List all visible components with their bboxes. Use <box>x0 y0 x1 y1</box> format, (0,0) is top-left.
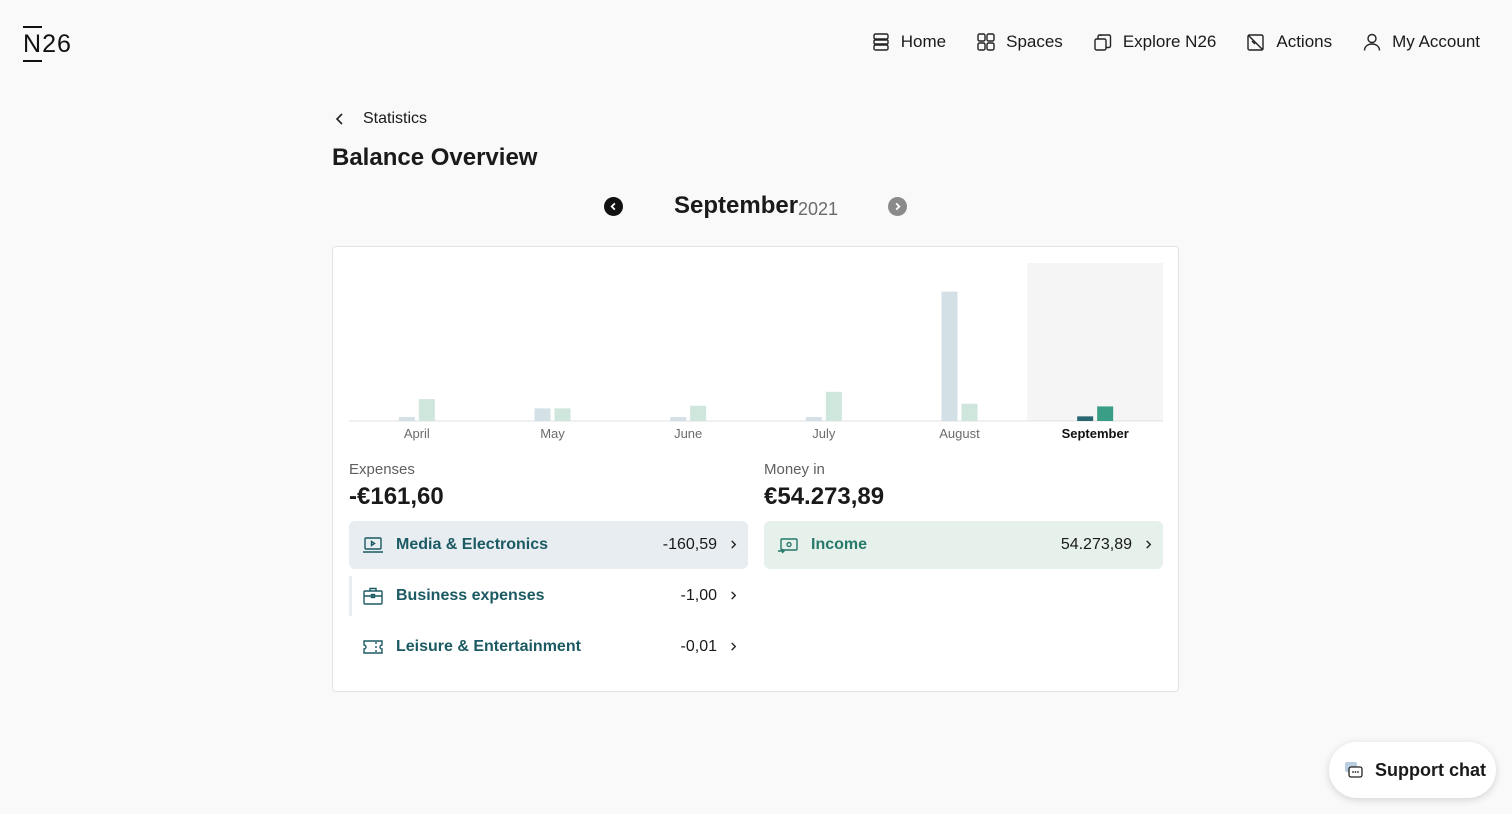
nav-explore-label: Explore N26 <box>1122 32 1217 51</box>
category-row-media-electronics[interactable]: Media & Electronics -160,59 <box>349 521 748 569</box>
income-total: €54.273,89 <box>764 483 885 510</box>
actions-icon <box>1247 34 1265 51</box>
ticket-icon <box>361 635 385 659</box>
income-bar-september[interactable] <box>1097 406 1114 421</box>
current-month: September <box>674 192 799 219</box>
previous-month-button[interactable] <box>604 197 623 216</box>
nav-actions-label: Actions <box>1276 32 1333 51</box>
nav-explore[interactable]: Explore N26 <box>1093 28 1217 56</box>
month-tick-june[interactable]: June <box>674 426 702 441</box>
chevron-right-icon <box>729 587 738 605</box>
nav-spaces-label: Spaces <box>1006 32 1063 51</box>
expense-categories: Media & Electronics -160,59 Business exp… <box>349 521 748 674</box>
category-amount: -160,59 <box>662 536 717 553</box>
nav-home[interactable]: Home <box>871 28 946 56</box>
income-bar-april[interactable] <box>418 399 435 421</box>
balance-card: April May June July August September Expenses… <box>332 246 1179 692</box>
nav-account-label: My Account <box>1392 32 1480 51</box>
nav-spaces[interactable]: Spaces <box>976 28 1063 56</box>
category-amount: 54.273,89 <box>1060 536 1132 553</box>
income-bar-july[interactable] <box>825 391 842 421</box>
chevron-right-icon <box>1144 536 1153 554</box>
expense-bar-august[interactable] <box>941 291 958 421</box>
month-tick-april[interactable]: April <box>404 426 430 441</box>
chevron-left-icon <box>610 202 616 211</box>
user-icon <box>1363 33 1381 51</box>
monthly-balance-chart: April May June July August September <box>349 263 1163 453</box>
income-label: Money in <box>764 461 825 478</box>
page-title: Balance Overview <box>332 144 538 171</box>
category-label: Business expenses <box>396 587 545 604</box>
current-year: 2021 <box>798 199 839 219</box>
category-label: Leisure & Entertainment <box>396 638 581 655</box>
breadcrumb-back[interactable]: Statistics <box>333 110 427 128</box>
support-chat-button[interactable]: Support chat <box>1329 742 1496 798</box>
category-amount: -1,00 <box>680 587 717 604</box>
money-in-icon <box>776 533 800 557</box>
chevron-right-icon <box>729 638 738 656</box>
expense-bar-april[interactable] <box>398 417 415 421</box>
chevron-left-icon <box>335 113 343 125</box>
expense-bar-july[interactable] <box>805 417 822 421</box>
income-summary: Money in €54.273,89 <box>764 461 884 511</box>
chat-icon <box>1345 762 1363 778</box>
category-label: Media & Electronics <box>396 536 549 553</box>
cards-stack-icon <box>1094 32 1112 51</box>
next-month-button[interactable] <box>888 197 907 216</box>
month-navigator: September 2021 <box>0 190 1512 224</box>
income-categories: Income 54.273,89 <box>764 521 1163 572</box>
nav-home-label: Home <box>900 32 947 51</box>
expense-bar-june[interactable] <box>670 417 687 421</box>
category-label: Income <box>811 536 868 553</box>
category-row-business-expenses[interactable]: Business expenses -1,00 <box>349 572 748 620</box>
month-tick-may[interactable]: May <box>540 426 565 441</box>
income-bar-june[interactable] <box>690 405 707 421</box>
expense-bar-september[interactable] <box>1077 416 1094 421</box>
laptop-icon <box>361 533 385 557</box>
category-amount: -0,01 <box>680 638 717 655</box>
logo-n: N <box>23 26 43 62</box>
chevron-right-icon <box>729 536 738 554</box>
chevron-right-icon <box>895 202 901 211</box>
month-tick-august[interactable]: August <box>939 426 980 441</box>
briefcase-icon <box>361 584 385 608</box>
category-row-income[interactable]: Income 54.273,89 <box>764 521 1163 569</box>
n26-logo[interactable]: N 26 <box>23 26 72 62</box>
category-row-leisure-entertainment[interactable]: Leisure & Entertainment -0,01 <box>349 623 748 671</box>
spaces-icon <box>977 33 995 51</box>
breadcrumb-label: Statistics <box>363 110 428 127</box>
logo-26: 26 <box>42 30 72 58</box>
nav-actions[interactable]: Actions <box>1246 28 1332 56</box>
support-chat-label: Support chat <box>1375 759 1486 780</box>
top-nav: Home Spaces Explore N26 Actions My Accou… <box>871 28 1480 56</box>
expenses-total: -€161,60 <box>349 483 444 510</box>
income-bar-may[interactable] <box>554 408 571 421</box>
selected-month-highlight <box>1027 263 1163 421</box>
expenses-label: Expenses <box>349 461 415 478</box>
nav-account[interactable]: My Account <box>1362 28 1480 56</box>
month-tick-september[interactable]: September <box>1062 426 1129 441</box>
expenses-summary: Expenses -€161,60 <box>349 461 444 511</box>
chart-svg: April May June July August September <box>349 263 1163 441</box>
month-tick-july[interactable]: July <box>812 426 836 441</box>
income-bar-august[interactable] <box>961 403 978 421</box>
home-icon <box>873 33 889 51</box>
expense-bar-may[interactable] <box>534 408 551 421</box>
